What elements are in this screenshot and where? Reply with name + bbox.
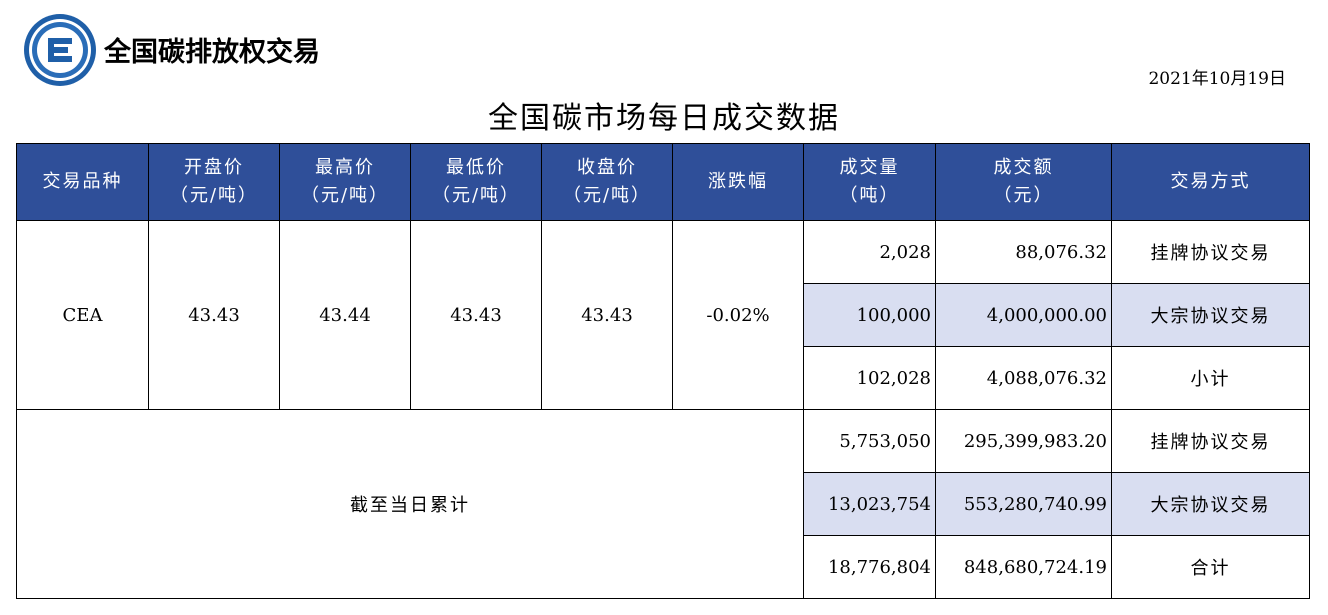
- volume-cell: 5,753,050: [803, 409, 936, 473]
- volume-cell: 102,028: [803, 346, 936, 410]
- volume-cell: 2,028: [803, 220, 936, 284]
- cets-logo-icon: [24, 14, 96, 86]
- low-price-cell: 43.43: [410, 220, 542, 410]
- table-row: CEA 43.43 43.44 43.43 43.43 -0.02% 2,028…: [16, 220, 1310, 410]
- col-header-change: 涨跌幅: [672, 143, 804, 221]
- col-header-volume: 成交量 （吨）: [803, 143, 936, 221]
- amount-cell: 848,680,724.19: [935, 535, 1112, 599]
- method-cell: 挂牌协议交易: [1111, 409, 1310, 473]
- volume-cell: 100,000: [803, 283, 936, 347]
- col-header-amount: 成交额 （元）: [935, 143, 1112, 221]
- amount-cell: 553,280,740.99: [935, 472, 1112, 536]
- col-header-open: 开盘价 （元/吨）: [148, 143, 280, 221]
- open-price-cell: 43.43: [148, 220, 280, 410]
- amount-cell: 4,088,076.32: [935, 346, 1112, 410]
- method-cell: 挂牌协议交易: [1111, 220, 1310, 284]
- organization-name: 全国碳排放权交易: [104, 37, 320, 68]
- volume-cell: 13,023,754: [803, 472, 936, 536]
- amount-cell: 295,399,983.20: [935, 409, 1112, 473]
- table-row: 13,023,754 553,280,740.99 大宗协议交易: [17, 472, 1310, 536]
- volume-cell: 18,776,804: [803, 535, 936, 599]
- col-header-close: 收盘价 （元/吨）: [541, 143, 673, 221]
- method-cell: 合计: [1111, 535, 1310, 599]
- product-cell: CEA: [16, 220, 149, 410]
- table-row: 102,028 4,088,076.32 小计: [17, 346, 1310, 410]
- table-row: 截至当日累计 5,753,050 295,399,983.20 挂牌协议交易: [16, 409, 1310, 599]
- amount-cell: 88,076.32: [935, 220, 1112, 284]
- col-header-method: 交易方式: [1111, 143, 1310, 221]
- table-row: 100,000 4,000,000.00 大宗协议交易: [17, 283, 1310, 347]
- table-header-row: 交易品种 开盘价 （元/吨） 最高价 （元/吨） 最低价 （元/吨） 收盘价 （元/吨）…: [16, 143, 1310, 221]
- report-date: 2021年10月19日: [1148, 69, 1286, 89]
- trading-data-table: 交易品种 开盘价 （元/吨） 最高价 （元/吨） 最低价 （元/吨） 收盘价 （元/吨）…: [16, 143, 1310, 599]
- cumulative-label-cell: 截至当日累计: [16, 409, 804, 599]
- change-cell: -0.02%: [672, 220, 804, 410]
- amount-cell: 4,000,000.00: [935, 283, 1112, 347]
- method-cell: 小计: [1111, 346, 1310, 410]
- page-title: 全国碳市场每日成交数据: [488, 101, 840, 136]
- col-header-low: 最低价 （元/吨）: [410, 143, 542, 221]
- high-price-cell: 43.44: [279, 220, 411, 410]
- close-price-cell: 43.43: [541, 220, 673, 410]
- method-cell: 大宗协议交易: [1111, 472, 1310, 536]
- table-row: 18,776,804 848,680,724.19 合计: [17, 535, 1310, 599]
- col-header-high: 最高价 （元/吨）: [279, 143, 411, 221]
- method-cell: 大宗协议交易: [1111, 283, 1310, 347]
- col-header-product: 交易品种: [16, 143, 149, 221]
